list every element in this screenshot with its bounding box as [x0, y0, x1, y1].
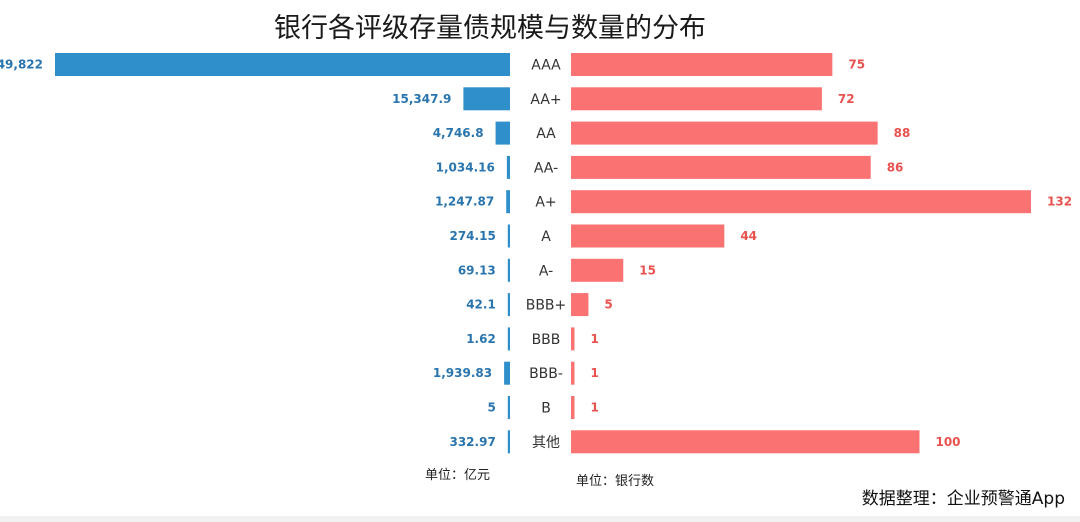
bank-count-bar	[571, 430, 920, 454]
category-label: BBB+	[526, 298, 567, 314]
bank-count-value-label: 132	[1047, 195, 1072, 209]
category-label: AAA	[531, 58, 561, 74]
scale-value-label: 15,347.9	[392, 92, 451, 106]
bank-count-value-label: 15	[639, 263, 656, 277]
scale-value-label: 5	[487, 401, 495, 415]
scale-value-label: 149,822	[0, 58, 43, 72]
bank-count-value-label: 75	[848, 58, 865, 72]
scale-value-label: 4,746.8	[433, 126, 484, 140]
scale-bars-series: 149,822 15,347.9 4,746.8 1,034.16 1,247.87 27…	[0, 53, 510, 454]
scale-bar	[507, 396, 510, 419]
bank-count-bars-series: 75 72 88 86 132 44 15 5 1 1 1 100	[571, 53, 1072, 454]
scale-value-label: 332.97	[449, 435, 495, 449]
scale-value-label: 1,939.83	[433, 366, 492, 380]
bank-count-value-label: 44	[740, 229, 757, 243]
category-label: 其他	[532, 435, 560, 451]
scale-value-label: 69.13	[458, 263, 496, 277]
category-label: A-	[539, 263, 553, 279]
category-label: AA+	[530, 92, 561, 108]
scale-bar	[506, 190, 510, 214]
scale-bar	[507, 258, 510, 282]
scale-bar	[507, 430, 510, 454]
bank-count-value-label: 86	[887, 160, 904, 174]
bank-count-bar	[571, 327, 575, 351]
bank-count-value-label: 1	[591, 332, 599, 346]
category-label: AA	[536, 126, 556, 142]
bank-count-bar	[571, 87, 822, 111]
bank-count-bar	[571, 258, 624, 282]
bank-count-value-label: 1	[591, 366, 599, 380]
bank-count-bar	[571, 190, 1031, 214]
bank-count-bar	[571, 224, 725, 248]
bank-count-bar	[571, 155, 871, 179]
scale-value-label: 1,247.87	[435, 195, 494, 209]
scale-bar	[507, 224, 510, 248]
scale-value-label: 42.1	[466, 298, 496, 312]
bank-count-bar	[571, 121, 878, 145]
category-label: B	[541, 401, 551, 417]
scale-bar	[463, 87, 510, 111]
bank-count-value-label: 1	[591, 401, 599, 415]
bank-count-bar	[571, 293, 589, 317]
bank-count-value-label: 88	[894, 126, 911, 140]
left-unit-label: 单位：亿元	[425, 468, 491, 483]
category-label: BBB-	[529, 366, 563, 382]
right-unit-label: 单位：银行数	[576, 474, 655, 489]
category-label: A	[541, 229, 551, 245]
scale-bar	[507, 293, 510, 317]
bottom-divider	[0, 516, 1080, 522]
scale-value-label: 274.15	[449, 229, 495, 243]
bank-count-value-label: 100	[935, 435, 960, 449]
bank-count-value-label: 72	[838, 92, 855, 106]
source-note: 数据整理：企业预警通App	[861, 489, 1065, 509]
chart-title: 银行各评级存量债规模与数量的分布	[274, 13, 706, 44]
scale-bar	[495, 121, 510, 145]
bank-count-bar	[571, 53, 833, 76]
bank-count-bar	[571, 361, 575, 385]
scale-value-label: 1,034.16	[436, 160, 495, 174]
bank-count-bar	[571, 396, 575, 419]
scale-bar	[504, 361, 510, 385]
bank-count-value-label: 5	[604, 298, 612, 312]
scale-bar	[506, 155, 510, 179]
scale-bar	[507, 327, 510, 351]
category-label: BBB	[532, 332, 561, 348]
scale-value-label: 1.62	[466, 332, 496, 346]
category-label: A+	[535, 195, 556, 211]
scale-bar	[55, 53, 510, 76]
category-label: AA-	[534, 160, 558, 176]
